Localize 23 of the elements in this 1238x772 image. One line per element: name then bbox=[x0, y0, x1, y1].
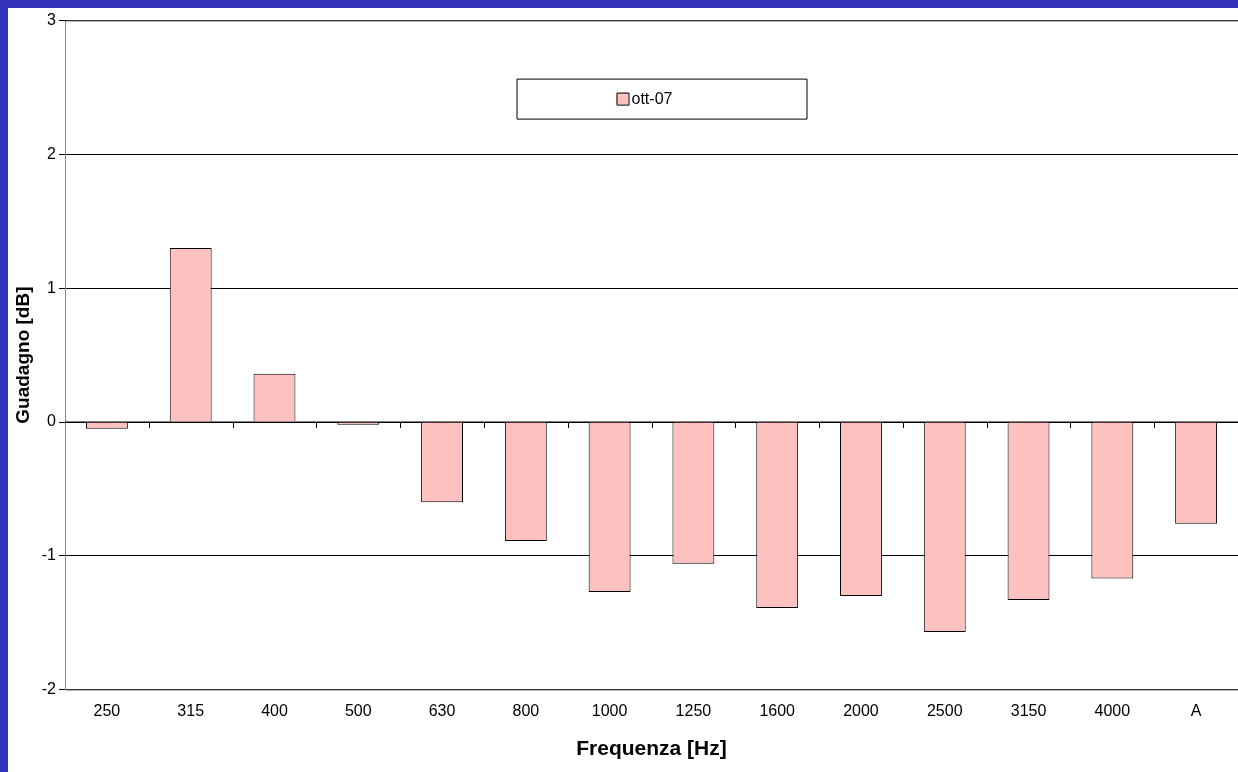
y-tick-label: 0 bbox=[47, 412, 57, 430]
x-tick-label: 800 bbox=[512, 701, 540, 719]
y-tick-label: 3 bbox=[47, 11, 57, 29]
x-tick-label: 2500 bbox=[926, 701, 963, 719]
x-axis-title: Frequenza [Hz] bbox=[576, 736, 727, 760]
x-tick-label: 630 bbox=[428, 701, 456, 719]
x-tick-label: 3150 bbox=[1010, 701, 1047, 719]
x-tick-label: 400 bbox=[261, 701, 288, 719]
legend-label: ott-07 bbox=[631, 90, 673, 108]
x-tick-label: 1600 bbox=[759, 701, 796, 719]
x-tick-label: 1250 bbox=[675, 701, 712, 719]
x-tick-label: 4000 bbox=[1094, 701, 1131, 719]
x-tick-label: 500 bbox=[344, 701, 372, 719]
y-tick-label: -2 bbox=[41, 680, 57, 698]
y-tick-label: 1 bbox=[47, 278, 57, 296]
y-tick-label: -1 bbox=[41, 546, 57, 564]
y-axis-title: Guadagno [dB] bbox=[11, 286, 33, 424]
x-tick-label: 315 bbox=[177, 701, 205, 719]
y-tick-label: 2 bbox=[47, 144, 57, 162]
x-tick-label: 1000 bbox=[591, 701, 628, 719]
x-tick-label: 2000 bbox=[843, 701, 879, 719]
x-tick-label: A bbox=[1190, 701, 1202, 719]
x-tick-label: 250 bbox=[93, 701, 121, 719]
